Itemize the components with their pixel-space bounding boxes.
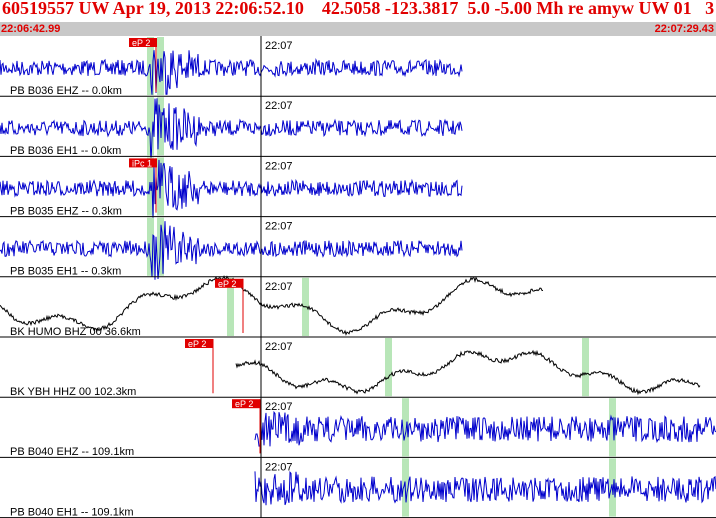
waveform — [254, 470, 716, 506]
seismogram-panel[interactable]: 22:07 eP 2 PB B036 EHZ -- 0.0km 22:07 PB B03… — [0, 36, 716, 518]
event-header: 60519557 UW Apr 19, 2013 22:06:52.10 42.… — [0, 0, 716, 22]
event-title: 60519557 UW Apr 19, 2013 22:06:52.10 42.… — [2, 0, 715, 18]
time-tick-label: 22:07 — [265, 341, 293, 353]
time-tick-label: 22:07 — [265, 461, 293, 473]
time-tick-label: 22:07 — [265, 40, 293, 52]
waveform — [0, 98, 463, 163]
station-label: PB B040 EH1 -- 109.1km — [10, 506, 134, 518]
waveform — [0, 50, 463, 95]
pick-highlight — [385, 338, 392, 397]
pick-label: eP 2 — [218, 279, 236, 289]
pick-label: eP 2 — [235, 399, 253, 409]
station-label: PB B035 EH1 -- 0.3km — [10, 266, 121, 278]
pick-highlight — [609, 398, 616, 457]
station-label: BK HUMO BHZ 00 36.6km — [10, 326, 141, 338]
station-label: PB B036 EH1 -- 0.0km — [10, 145, 121, 157]
end-time: 22:07:29.43 — [654, 23, 714, 35]
time-tick-label: 22:07 — [265, 221, 293, 233]
waveform — [0, 221, 463, 280]
time-bar: 22:06:42.99 22:07:29.43 — [0, 22, 716, 36]
waveform — [0, 159, 463, 219]
time-tick-label: 22:07 — [265, 281, 293, 293]
time-tick-label: 22:07 — [265, 160, 293, 172]
pick-label: eP 2 — [188, 339, 206, 349]
time-tick-label: 22:07 — [265, 401, 293, 413]
station-label: PB B035 EHZ -- 0.3km — [10, 205, 122, 217]
pick-flag[interactable] — [232, 399, 260, 409]
pick-flag[interactable] — [215, 278, 243, 288]
station-label: PB B040 EHZ -- 109.1km — [10, 446, 134, 458]
waveform — [235, 349, 701, 396]
time-tick-label: 22:07 — [265, 100, 293, 112]
pick-label: eP 2 — [132, 38, 150, 48]
waveform — [0, 275, 544, 336]
station-label: PB B036 EHZ -- 0.0km — [10, 85, 122, 97]
station-label: BK YBH HHZ 00 102.3km — [10, 386, 136, 398]
pick-highlight — [227, 277, 234, 336]
pick-highlight — [147, 97, 154, 156]
start-time: 22:06:42.99 — [1, 23, 61, 35]
pick-label: iPc 1 — [132, 158, 152, 168]
waveform — [254, 410, 716, 447]
pick-highlight — [582, 338, 589, 397]
pick-highlight — [402, 398, 409, 457]
pick-highlight — [147, 217, 154, 276]
pick-flag[interactable] — [129, 158, 157, 168]
pick-flag[interactable] — [129, 38, 157, 47]
pick-flag[interactable] — [185, 339, 213, 348]
